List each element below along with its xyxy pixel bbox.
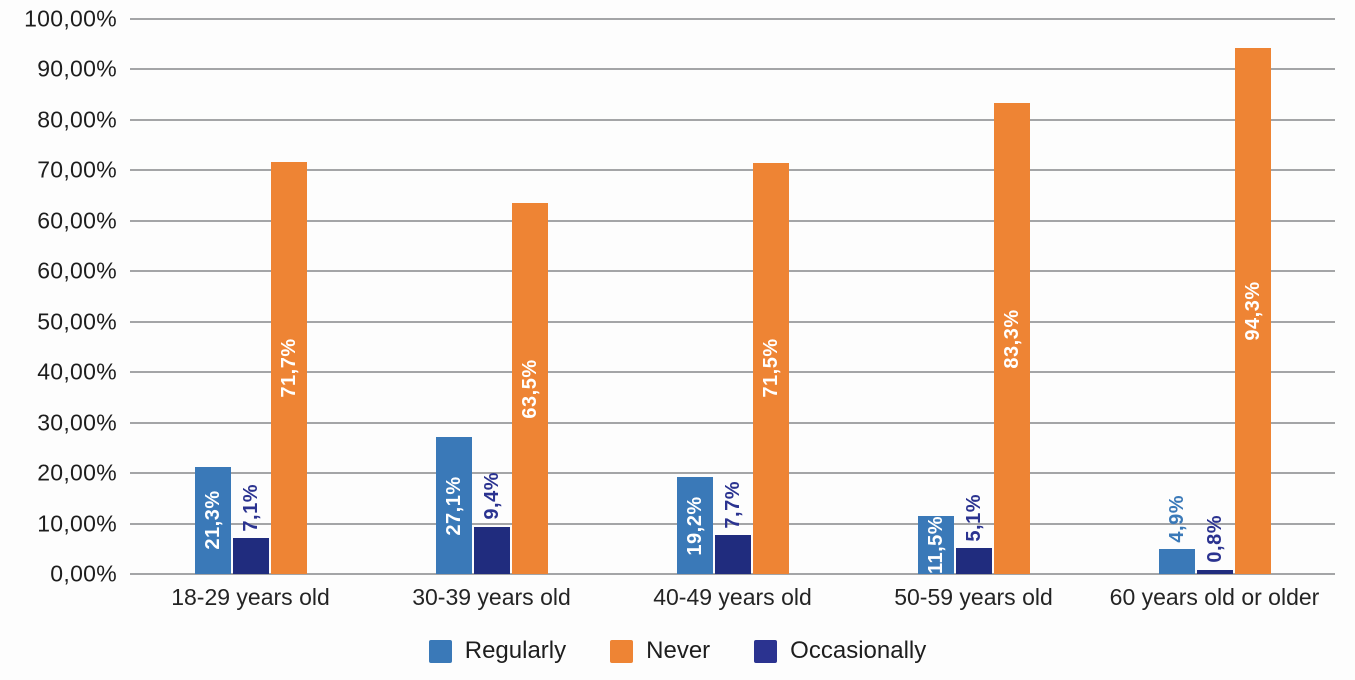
gridline: [130, 421, 1335, 424]
x-axis-label: 60 years old or older: [1109, 584, 1320, 610]
y-axis-tick-label: 60,00%: [37, 257, 117, 284]
regularly-swatch-icon: [428, 639, 452, 663]
x-axis: 18-29 years old 30-39 years old 40-49 ye…: [130, 584, 1335, 611]
gridline: [130, 219, 1335, 222]
bar-value-label: 71,5%: [759, 338, 782, 398]
bar-value-label: 0,8%: [1203, 515, 1226, 563]
legend-label: Never: [646, 637, 711, 664]
gridline: [130, 68, 1335, 71]
bar-regularly: 21,3%: [194, 466, 231, 574]
y-axis-tick-label: 30,00%: [37, 409, 117, 436]
legend-item-regularly: Regularly: [428, 637, 567, 665]
bar-occasionally: 7,7%: [714, 481, 751, 574]
bar-groups: 21,3% 7,1% 71,7% 27,1% 9,4% 63,5% 19,2% 7,7% 71,…: [130, 19, 1335, 574]
bar-value-label: 19,2%: [683, 495, 706, 556]
bar-group: 19,2% 7,7% 71,5%: [612, 19, 853, 574]
plot-area: 21,3% 7,1% 71,7% 27,1% 9,4% 63,5% 19,2% 7,7% 71,…: [130, 18, 1335, 575]
bar-value-label: 7,7%: [721, 480, 744, 529]
bar-value-label: 63,5%: [518, 358, 541, 419]
gridline: [130, 320, 1335, 323]
bar-never: 94,3%: [1234, 47, 1271, 574]
bar-group: 11,5% 5,1% 83,3%: [853, 19, 1094, 574]
gridline: [130, 371, 1335, 374]
bar-value-label: 7,1%: [239, 483, 262, 532]
bar-occasionally: 5,1%: [955, 494, 992, 574]
y-axis-tick-label: 90,00%: [37, 55, 117, 82]
gridline: [130, 472, 1335, 475]
gridline: [130, 118, 1335, 121]
bar-value-label: 94,3%: [1241, 281, 1264, 341]
y-axis-tick-label: 70,00%: [37, 156, 117, 183]
bar-never: 71,5%: [752, 162, 789, 574]
x-axis-label: 40-49 years old: [653, 584, 812, 610]
bar-group: 4,9% 0,8% 94,3%: [1094, 19, 1335, 574]
y-axis-tick-label: 0,00%: [50, 560, 117, 587]
bar-never: 63,5%: [511, 203, 548, 574]
y-axis-tick-label: 50,00%: [37, 308, 117, 335]
legend-label: Occasionally: [790, 637, 927, 664]
gridline: [130, 270, 1335, 273]
bar-value-label: 9,4%: [480, 471, 503, 520]
bar-regularly: 27,1%: [435, 437, 472, 574]
bar-occasionally: 0,8%: [1196, 515, 1233, 574]
y-axis: 100,00% 90,00% 80,00% 70,00% 60,00% 60,00% 50,…: [0, 6, 117, 587]
y-axis-tick-label: 10,00%: [37, 510, 117, 537]
bar-value-label: 71,7%: [277, 338, 300, 398]
bar-regularly: 19,2%: [676, 477, 713, 574]
bar-regularly: 4,9%: [1158, 495, 1195, 574]
y-axis-tick-label: 40,00%: [37, 358, 117, 385]
y-axis-tick-label: 100,00%: [24, 5, 117, 32]
never-swatch-icon: [610, 639, 634, 663]
x-axis-label: 18-29 years old: [171, 584, 330, 610]
legend: Regularly Never Occasionally: [0, 637, 1355, 665]
bar-never: 71,7%: [270, 161, 307, 574]
occasionally-swatch-icon: [754, 639, 778, 663]
legend-item-occasionally: Occasionally: [754, 637, 926, 665]
gridline: [130, 522, 1335, 525]
bar-value-label: 21,3%: [201, 490, 224, 550]
bar-never: 83,3%: [993, 103, 1030, 574]
bar-occasionally: 7,1%: [232, 484, 269, 574]
legend-item-never: Never: [610, 637, 710, 665]
bar-regularly: 11,5%: [917, 515, 954, 575]
gridline: [130, 573, 1335, 575]
gridline: [130, 18, 1335, 20]
y-axis-tick-label: 20,00%: [37, 459, 117, 486]
x-axis-label: 30-39 years old: [412, 584, 571, 610]
legend-label: Regularly: [464, 637, 567, 664]
y-axis-tick-label: 80,00%: [37, 106, 117, 133]
x-axis-label: 50-59 years old: [894, 584, 1053, 610]
bar-value-label: 5,1%: [962, 493, 985, 542]
bar-group: 21,3% 7,1% 71,7%: [130, 19, 371, 574]
bar-occasionally: 9,4%: [473, 472, 510, 574]
bar-value-label: 27,1%: [442, 476, 465, 536]
bar-value-label: 4,9%: [1165, 494, 1188, 543]
bar-value-label: 83,3%: [1000, 309, 1023, 369]
gridline: [130, 169, 1335, 172]
y-axis-tick-label: 60,00%: [37, 207, 117, 234]
bar-group: 27,1% 9,4% 63,5%: [371, 19, 612, 574]
bar-value-label: 11,5%: [924, 515, 947, 575]
